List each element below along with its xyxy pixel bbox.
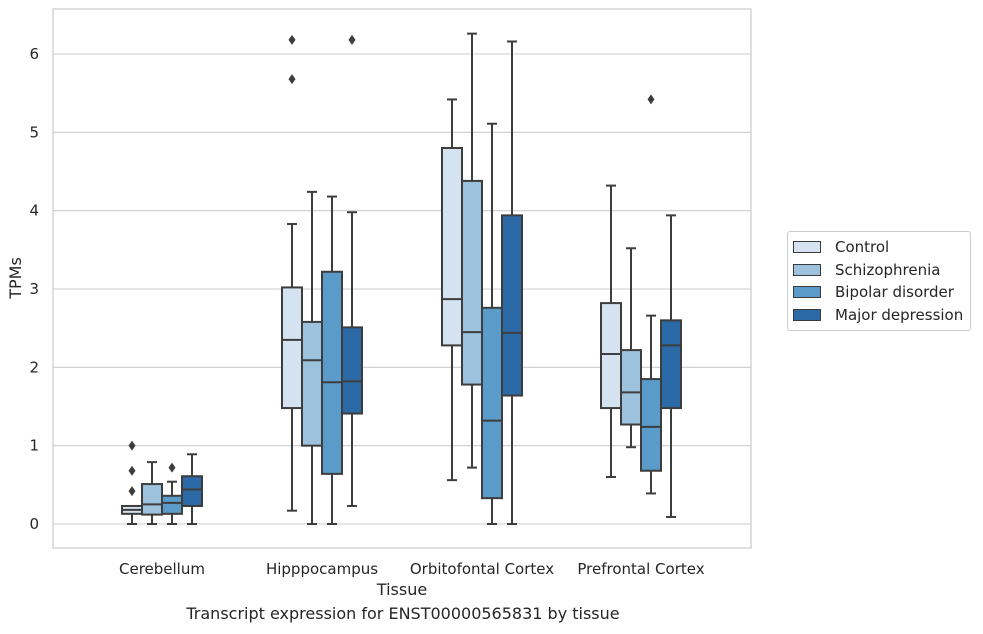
iqr-box <box>620 349 642 426</box>
outlier-point <box>128 486 136 497</box>
box-control <box>600 184 622 478</box>
legend-swatch <box>793 263 821 276</box>
iqr-box <box>341 326 363 415</box>
iqr-box <box>640 378 662 472</box>
box-major-depression <box>660 214 682 518</box>
box-major-depression <box>501 40 523 525</box>
legend-item: Bipolar disorder <box>788 281 970 304</box>
legend-swatch <box>793 286 821 299</box>
iqr-box <box>301 320 323 447</box>
box-schizophrenia <box>620 247 642 449</box>
iqr-box <box>481 306 503 500</box>
x-tick-label: Hipppocampus <box>266 560 378 578</box>
outlier-point <box>128 440 136 451</box>
iqr-box <box>321 270 343 475</box>
legend-item: Control <box>788 236 970 259</box>
box-bipolar-disorder <box>481 122 503 525</box>
legend-swatch <box>793 308 821 321</box>
iqr-box <box>501 214 523 397</box>
iqr-box <box>141 483 163 516</box>
legend-swatch <box>793 241 821 254</box>
legend-label: Control <box>835 238 890 257</box>
legend-label: Bipolar disorder <box>835 283 954 302</box>
x-tick-label: Orbitofontal Cortex <box>410 560 554 578</box>
y-tick-label: 5 <box>29 123 39 141</box>
box-bipolar-disorder <box>640 94 662 495</box>
x-tick-label: Cerebellum <box>119 560 205 578</box>
y-tick-label: 3 <box>29 280 39 298</box>
iqr-box <box>461 179 483 386</box>
box-control <box>281 34 303 512</box>
iqr-box <box>660 319 682 410</box>
x-axis-label: Tissue <box>376 580 427 599</box>
gridlines <box>53 53 751 525</box>
iqr-box <box>181 475 203 507</box>
y-tick-label: 1 <box>29 437 39 455</box>
outlier-point <box>348 34 356 45</box>
chart-caption: Transcript expression for ENST0000056583… <box>186 604 620 623</box>
legend-item: Major depression <box>788 304 970 327</box>
y-tick-label: 6 <box>29 45 39 63</box>
legend-label: Schizophrenia <box>835 260 941 279</box>
y-axis-label: TPMs <box>6 257 25 300</box>
y-tick-label: 0 <box>29 515 39 533</box>
iqr-box <box>600 302 622 410</box>
outlier-point <box>288 34 296 45</box>
iqr-box <box>281 286 303 410</box>
legend-label: Major depression <box>835 305 964 324</box>
box-schizophrenia <box>461 32 483 469</box>
box-bipolar-disorder <box>321 195 343 525</box>
y-axis-ticks: 0 1 2 3 4 5 6 <box>29 45 39 533</box>
box-major-depression <box>181 453 203 525</box>
y-tick-label: 2 <box>29 358 39 376</box>
box-major-depression <box>341 34 363 507</box>
outlier-point <box>168 462 176 473</box>
legend-item: Schizophrenia <box>788 259 970 282</box>
box-schizophrenia <box>141 461 163 525</box>
x-tick-label: Prefrontal Cortex <box>577 560 704 578</box>
outlier-point <box>647 94 655 105</box>
iqr-box <box>441 147 463 347</box>
plot-area-frame <box>52 8 752 549</box>
y-tick-label: 4 <box>29 202 39 220</box>
box-schizophrenia <box>301 190 323 525</box>
box-bipolar-disorder <box>161 462 183 525</box>
outlier-point <box>128 465 136 476</box>
legend: Control Schizophrenia Bipolar disorder Majo… <box>787 231 971 331</box>
box-control <box>441 98 463 482</box>
box-control <box>121 440 143 525</box>
outlier-point <box>288 74 296 85</box>
iqr-box <box>161 494 183 515</box>
boxes-layer <box>121 32 682 525</box>
x-axis-ticks: Cerebellum Hipppocampus Orbitofontal Corte… <box>119 560 705 578</box>
